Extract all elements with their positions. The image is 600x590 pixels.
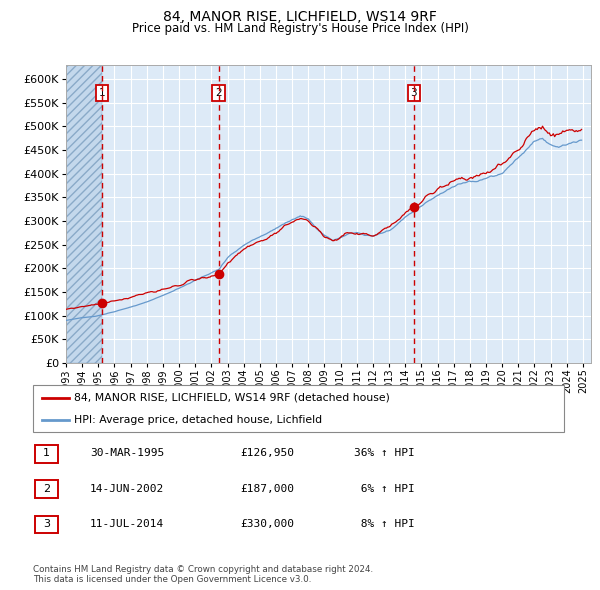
Text: 3: 3 [43,519,50,529]
Text: 14-JUN-2002: 14-JUN-2002 [90,484,164,493]
Text: Price paid vs. HM Land Registry's House Price Index (HPI): Price paid vs. HM Land Registry's House … [131,22,469,35]
Bar [66,65,102,363]
Text: £126,950: £126,950 [240,448,294,458]
Text: £330,000: £330,000 [240,519,294,529]
Bar [66,65,102,363]
Text: 3: 3 [410,88,417,99]
Text: 1: 1 [99,88,106,99]
Text: 8% ↑ HPI: 8% ↑ HPI [354,519,415,529]
Text: £187,000: £187,000 [240,484,294,493]
Text: 11-JUL-2014: 11-JUL-2014 [90,519,164,529]
Text: 84, MANOR RISE, LICHFIELD, WS14 9RF: 84, MANOR RISE, LICHFIELD, WS14 9RF [163,10,437,24]
Text: 6% ↑ HPI: 6% ↑ HPI [354,484,415,493]
Text: This data is licensed under the Open Government Licence v3.0.: This data is licensed under the Open Gov… [33,575,311,584]
Text: 2: 2 [43,484,50,493]
Text: 30-MAR-1995: 30-MAR-1995 [90,448,164,458]
Text: Contains HM Land Registry data © Crown copyright and database right 2024.: Contains HM Land Registry data © Crown c… [33,565,373,574]
Text: 36% ↑ HPI: 36% ↑ HPI [354,448,415,458]
Text: HPI: Average price, detached house, Lichfield: HPI: Average price, detached house, Lich… [74,415,322,425]
Text: 1: 1 [43,448,50,458]
Text: 2: 2 [215,88,222,99]
Text: 84, MANOR RISE, LICHFIELD, WS14 9RF (detached house): 84, MANOR RISE, LICHFIELD, WS14 9RF (det… [74,393,389,402]
